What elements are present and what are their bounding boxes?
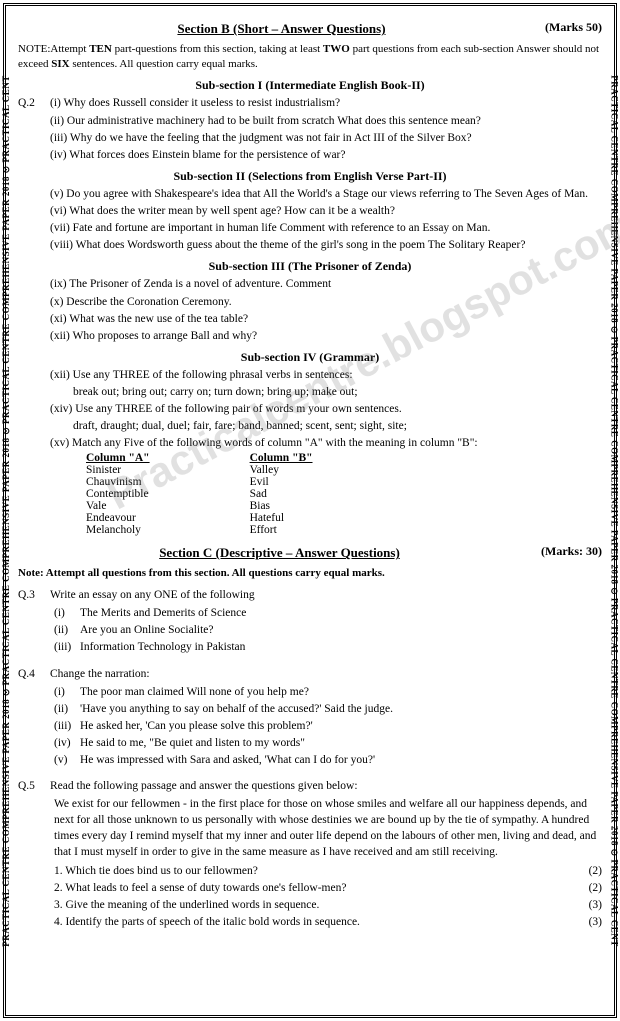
q2-vii: (vii) Fate and fortune are important in … [18, 220, 602, 236]
section-b-note: NOTE:Attempt TEN part-questions from thi… [18, 42, 602, 72]
q2-ix: (ix) The Prisoner of Zenda is a novel of… [18, 276, 602, 292]
q3-i: (i)The Merits and Demerits of Science [18, 605, 602, 621]
exam-page: PRACTICAL CENTRE COMPREHENSIVE PAPER 201… [3, 3, 617, 1018]
section-b-title: Section B (Short – Answer Questions) [177, 21, 385, 36]
q2-viii: (viii) What does Wordsworth guess about … [18, 237, 602, 253]
q2-iii: (iii) Why do we have the feeling that th… [18, 130, 602, 146]
table-row: ChauvinismEvil [86, 476, 413, 488]
q4: Q.4 Change the narration: [18, 666, 602, 682]
q2-xiii: (xii) Use any THREE of the following phr… [18, 367, 602, 383]
q4-ii: (ii)'Have you anything to say on behalf … [18, 701, 602, 717]
q3-number: Q.3 [18, 587, 50, 603]
q5-p3: (3)3. Give the meaning of the underlined… [18, 897, 602, 913]
section-c-note: Note: Attempt all questions from this se… [18, 566, 602, 581]
q3-ii: (ii)Are you an Online Socialite? [18, 622, 602, 638]
section-b-marks: (Marks 50) [545, 20, 602, 35]
q4-iv: (iv)He said to me, "Be quiet and listen … [18, 735, 602, 751]
q4-iii: (iii)He asked her, 'Can you please solve… [18, 718, 602, 734]
q2: Q.2 (i) Why does Russell consider it use… [18, 95, 602, 111]
sub4-title: Sub-section IV (Grammar) [18, 350, 602, 365]
q5-p1: (2)1. Which tie does bind us to our fell… [18, 863, 602, 879]
q5-p4: (3)4. Identify the parts of speech of th… [18, 914, 602, 930]
q2-number: Q.2 [18, 95, 50, 111]
q5: Q.5 Read the following passage and answe… [18, 778, 602, 794]
sub2-title: Sub-section II (Selections from English … [18, 169, 602, 184]
q5-text: Read the following passage and answer th… [50, 778, 602, 794]
q2-iv: (iv) What forces does Einstein blame for… [18, 147, 602, 163]
section-c-header: (Marks: 30) Section C (Descriptive – Ans… [18, 544, 602, 562]
q2-xiv: (xiv) Use any THREE of the following pai… [18, 401, 602, 417]
section-c-marks: (Marks: 30) [541, 544, 602, 559]
sub1-title: Sub-section I (Intermediate English Book… [18, 78, 602, 93]
q2-x: (x) Describe the Coronation Ceremony. [18, 294, 602, 310]
col-a-head: Column "A" [86, 452, 250, 464]
q4-v: (v)He was impressed with Sara and asked,… [18, 752, 602, 768]
q2-xii: (xii) Who proposes to arrange Ball and w… [18, 328, 602, 344]
q4-text: Change the narration: [50, 666, 602, 682]
table-row: EndeavourHateful [86, 512, 413, 524]
q5-p2: (2)2. What leads to feel a sense of duty… [18, 880, 602, 896]
q5-passage: We exist for our fellowmen - in the firs… [18, 796, 602, 860]
section-b-header: (Marks 50) Section B (Short – Answer Que… [18, 20, 602, 38]
right-border-text: PRACTICAL CENTRE COMPREHENSIVE PAPER 201… [608, 75, 619, 946]
q3-text: Write an essay on any ONE of the followi… [50, 587, 602, 603]
q2-xiv-sub: draft, draught; dual, duel; fair, fare; … [18, 418, 602, 434]
q2-ii: (ii) Our administrative machinery had to… [18, 113, 602, 129]
match-table: Column "A"Column "B" SinisterValley Chau… [18, 452, 602, 536]
table-row: MelancholyEffort [86, 524, 413, 536]
q2-xi: (xi) What was the new use of the tea tab… [18, 311, 602, 327]
q4-number: Q.4 [18, 666, 50, 682]
q4-i: (i)The poor man claimed Will none of you… [18, 684, 602, 700]
table-row: SinisterValley [86, 464, 413, 476]
left-border-text: PRACTICAL CENTRE COMPREHENSIVE PAPER 201… [1, 75, 12, 946]
q2-v: (v) Do you agree with Shakespeare's idea… [18, 186, 602, 202]
q5-number: Q.5 [18, 778, 50, 794]
q3-iii: (iii)Information Technology in Pakistan [18, 639, 602, 655]
col-b-head: Column "B" [250, 452, 413, 464]
section-c-title: Section C (Descriptive – Answer Question… [159, 545, 400, 560]
q2-xiii-sub: break out; bring out; carry on; turn dow… [18, 384, 602, 400]
q2-vi: (vi) What does the writer mean by well s… [18, 203, 602, 219]
q3: Q.3 Write an essay on any ONE of the fol… [18, 587, 602, 603]
q2-i: (i) Why does Russell consider it useless… [50, 95, 602, 111]
table-row: ContemptibleSad [86, 488, 413, 500]
table-row: ValeBias [86, 500, 413, 512]
sub3-title: Sub-section III (The Prisoner of Zenda) [18, 259, 602, 274]
q2-xv: (xv) Match any Five of the following wor… [18, 435, 602, 451]
